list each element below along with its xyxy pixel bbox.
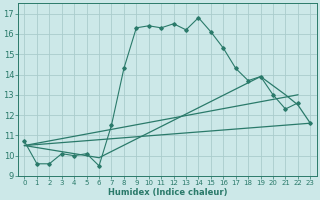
X-axis label: Humidex (Indice chaleur): Humidex (Indice chaleur) [108,188,227,197]
